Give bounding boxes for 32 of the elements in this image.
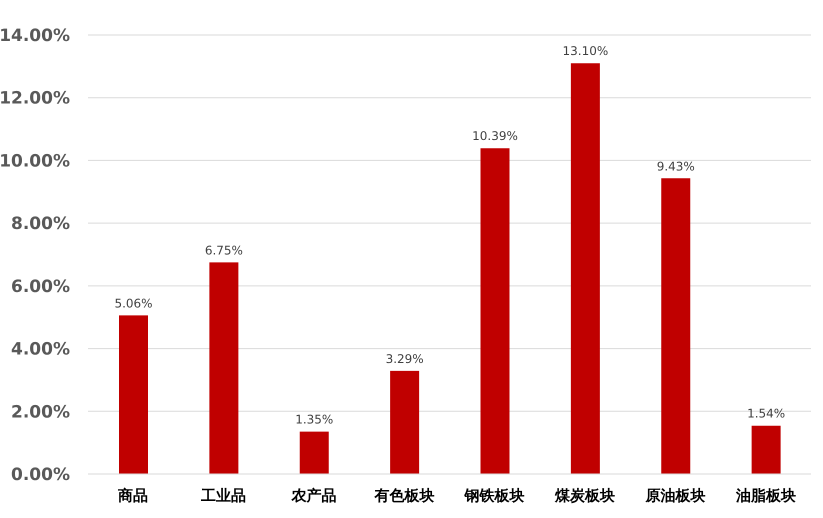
x-tick-label: 农产品: [290, 486, 336, 505]
bar: [119, 315, 148, 474]
data-label: 1.35%: [295, 412, 334, 427]
x-tick-label: 原油板块: [644, 486, 706, 505]
y-tick-label: 10.00%: [0, 151, 70, 172]
data-label: 3.29%: [386, 352, 424, 366]
data-label: 6.75%: [204, 243, 243, 258]
bar: [209, 262, 238, 474]
y-tick-label: 2.00%: [11, 402, 70, 422]
data-label: 1.54%: [747, 406, 786, 421]
x-tick-label: 油脂板块: [734, 486, 796, 505]
x-tick-label: 钢铁板块: [464, 486, 525, 505]
y-tick-label: 14.00%: [0, 26, 70, 46]
x-tick-label: 工业品: [200, 486, 246, 505]
bar: [570, 63, 600, 474]
data-label: 9.43%: [656, 159, 695, 174]
x-tick-label: 有色板块: [373, 486, 434, 505]
data-label: 13.10%: [562, 44, 608, 58]
bar: [661, 178, 690, 474]
bar: [752, 426, 781, 474]
y-tick-label: 8.00%: [11, 214, 70, 234]
y-tick-label: 0.00%: [11, 465, 70, 486]
y-tick-label: 6.00%: [11, 276, 70, 297]
bar: [390, 370, 420, 474]
bar: [300, 432, 329, 474]
y-tick-label: 12.00%: [0, 88, 70, 109]
bar: [480, 148, 510, 474]
x-tick-label: 煤炭板块: [554, 486, 616, 505]
data-label: 5.06%: [114, 296, 153, 310]
x-tick-label: 商品: [117, 486, 148, 505]
y-tick-label: 4.00%: [11, 340, 70, 360]
data-label: 10.39%: [472, 129, 518, 144]
